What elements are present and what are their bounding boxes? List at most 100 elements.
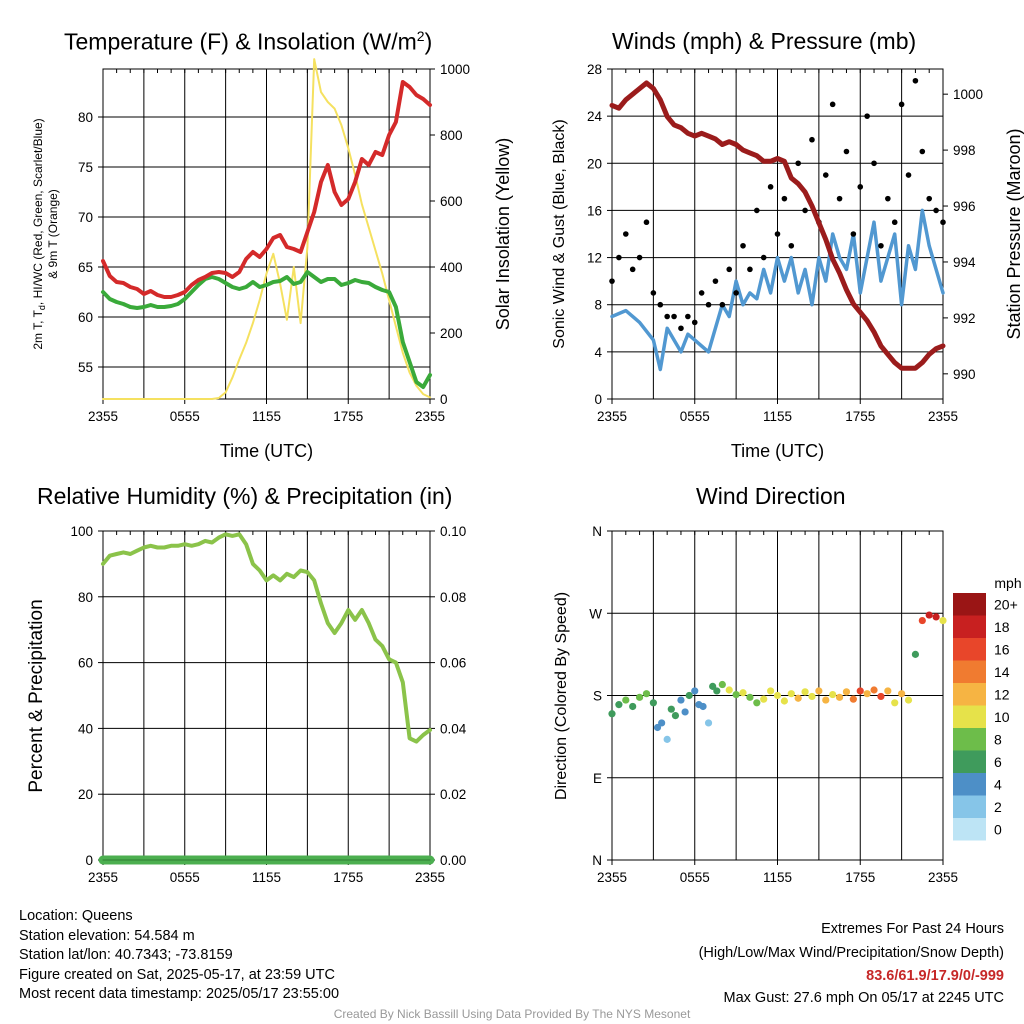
wind-y2-tick-label: 1000 <box>953 87 983 102</box>
dir-speed-point <box>622 696 630 704</box>
wind-series-sonic <box>610 208 945 372</box>
temp-title-text: Temperature (F) & Insolation (W/m <box>64 28 417 55</box>
wind-gust-point <box>622 231 629 237</box>
dir-speed-point <box>849 695 857 703</box>
wind-gust-point <box>926 195 933 202</box>
wind-x-tick-label: 2355 <box>928 409 958 424</box>
dir-speed-point <box>615 701 623 709</box>
dir-speed-point <box>773 691 782 700</box>
dir-speed-point <box>667 705 675 713</box>
temp-y2-axis-label: Solar Insolation (Yellow) <box>493 138 513 330</box>
wind-gust-point <box>733 290 739 296</box>
wind-gust-point <box>609 278 615 284</box>
colorbar-label: 10 <box>994 709 1010 725</box>
rh-y2-tick-label: 0.00 <box>440 853 466 868</box>
colorbar-swatch <box>953 773 986 796</box>
extremes-subtitle: (High/Low/Max Wind/Precipitation/Snow De… <box>698 945 1004 961</box>
dir-chart-title: Wind Direction <box>696 483 846 509</box>
wind-chart-title: Winds (mph) & Pressure (mb) <box>612 28 917 54</box>
dir-speed-point <box>753 699 761 707</box>
wind-gust-point <box>629 266 636 273</box>
temp-y2-tick-label: 1000 <box>440 62 470 77</box>
wind-gust-point <box>643 219 650 226</box>
dir-speed-point <box>649 699 657 707</box>
dir-speed-point <box>925 611 933 619</box>
rh-y2-tick-label: 0.06 <box>440 656 466 671</box>
colorbar-label: 2 <box>994 799 1002 815</box>
temp-y-tick-label: 55 <box>78 360 93 375</box>
wind-y-axis-label: Sonic Wind & Gust (Blue, Black) <box>551 119 568 348</box>
rh-y-tick-label: 60 <box>78 656 93 671</box>
dir-speed-point <box>787 690 795 698</box>
wind-gust-point <box>657 301 664 308</box>
temp-y-tick-label: 70 <box>78 210 93 225</box>
colorbar-swatch <box>953 705 986 728</box>
dir-speed-point <box>725 686 733 694</box>
colorbar-label: 6 <box>994 754 1002 770</box>
temp-series-temperature <box>101 80 432 299</box>
dir-y-axis-label: Direction (Colored By Speed) <box>553 592 570 800</box>
wind-gust-point <box>788 242 795 249</box>
wind-gust-point <box>705 301 712 308</box>
dir-speed-point <box>780 697 788 705</box>
wind-gust-point <box>747 266 753 273</box>
temp-y-axis-label-line2: & 9m T (Orange) <box>46 189 60 279</box>
wind-gust-point <box>781 195 788 202</box>
wind-gust-point <box>616 254 622 261</box>
wind-gust-point <box>857 184 864 190</box>
dir-speed-point <box>718 680 726 689</box>
rh-y-tick-label: 0 <box>85 853 93 868</box>
dir-x-tick-label: 1155 <box>763 870 792 885</box>
dir-speed-point <box>677 696 685 704</box>
rh-y2-tick-label: 0.02 <box>440 787 466 802</box>
dir-speed-point <box>658 719 666 727</box>
wind-gust-point <box>671 313 677 320</box>
dir-speed-point <box>842 688 851 696</box>
temp-chart-title: Temperature (F) & Insolation (W/m2) <box>64 28 432 56</box>
extremes-values: 83.6/61.9/17.9/0/-999 <box>866 968 1004 984</box>
wind-gust-point <box>850 231 857 237</box>
colorbar-label: 8 <box>994 731 1002 747</box>
wind-y2-axis-label: Station Pressure (Maroon) <box>1004 128 1024 339</box>
colorbar-label: 0 <box>994 821 1002 837</box>
colorbar-swatch <box>953 638 986 661</box>
rh-y2-tick-label: 0.08 <box>440 590 466 605</box>
wind-y-tick-label: 28 <box>587 62 602 77</box>
wind-gust-point <box>905 172 912 178</box>
wind-y-tick-label: 0 <box>594 392 602 407</box>
dir-y-tick-label: W <box>589 606 602 621</box>
dir-speed-point <box>939 616 947 625</box>
colorbar-unit: mph <box>994 575 1021 591</box>
footer-right: Extremes For Past 24 Hours (High/Low/Max… <box>699 917 1004 1009</box>
dir-speed-point <box>918 616 926 625</box>
rh-x-tick-label: 1155 <box>252 870 281 885</box>
rh-y2-tick-label: 0.04 <box>440 721 467 736</box>
rh-y-tick-label: 20 <box>78 787 93 802</box>
wind-y-tick-label: 12 <box>587 251 602 266</box>
wind-gust-point <box>678 325 684 332</box>
dir-speed-point <box>713 687 721 695</box>
temp-y2-tick-label: 0 <box>440 392 448 407</box>
dir-x-tick-label: 2355 <box>928 870 958 885</box>
dir-speed-point <box>808 692 816 701</box>
temp-y2-tick-label: 400 <box>440 260 463 275</box>
extremes-title: Extremes For Past 24 Hours <box>821 921 1004 937</box>
dir-y-tick-label: E <box>593 771 602 786</box>
dir-speed-point <box>732 690 740 699</box>
wind-y-tick-label: 16 <box>587 203 602 218</box>
dir-speed-point <box>856 687 864 695</box>
dir-speed-point <box>877 692 885 701</box>
dir-x-tick-label: 2355 <box>597 870 627 885</box>
temp-series-dewpoint <box>101 270 432 389</box>
wind-gust-point <box>726 266 733 273</box>
temp-y-tick-label: 60 <box>78 310 93 325</box>
wind-y-tick-label: 20 <box>587 156 602 171</box>
rh-series-humidity <box>101 532 432 744</box>
wind-gust-point <box>885 195 891 202</box>
wind-gust-point <box>802 207 808 214</box>
wind-y2-tick-label: 996 <box>953 199 976 214</box>
wind-gust-point <box>650 290 657 296</box>
dir-x-tick-label: 0555 <box>680 870 710 885</box>
colorbar-swatch <box>953 818 986 841</box>
